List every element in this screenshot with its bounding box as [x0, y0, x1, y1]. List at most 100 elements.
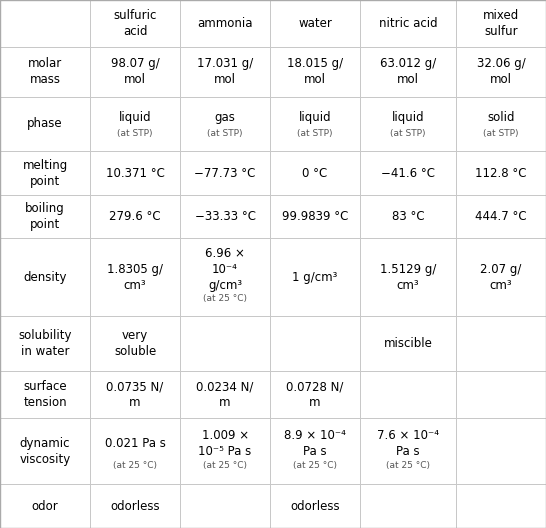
Text: phase: phase — [27, 117, 63, 130]
Bar — [456, 97, 546, 152]
Bar — [456, 371, 546, 418]
Text: (at STP): (at STP) — [298, 129, 333, 138]
Text: 1.009 ×
10⁻⁵ Pa s: 1.009 × 10⁻⁵ Pa s — [198, 429, 252, 458]
Bar — [0, 0, 90, 48]
Text: 8.9 × 10⁻⁴
Pa s: 8.9 × 10⁻⁴ Pa s — [284, 429, 346, 458]
Bar — [360, 48, 456, 97]
Bar — [90, 418, 180, 485]
Text: surface
tension: surface tension — [23, 380, 67, 409]
Bar — [0, 316, 90, 371]
Text: (at STP): (at STP) — [207, 129, 243, 138]
Bar — [180, 485, 270, 528]
Bar — [456, 152, 546, 195]
Bar — [456, 418, 546, 485]
Bar — [0, 152, 90, 195]
Text: 7.6 × 10⁻⁴
Pa s: 7.6 × 10⁻⁴ Pa s — [377, 429, 439, 458]
Text: (at 25 °C): (at 25 °C) — [203, 461, 247, 470]
Text: 10.371 °C: 10.371 °C — [105, 167, 164, 180]
Text: gas: gas — [215, 111, 235, 124]
Text: −33.33 °C: −33.33 °C — [194, 210, 256, 223]
Text: odor: odor — [32, 499, 58, 513]
Bar — [180, 48, 270, 97]
Bar — [180, 239, 270, 316]
Bar — [180, 418, 270, 485]
Bar — [270, 418, 360, 485]
Bar — [180, 316, 270, 371]
Bar — [360, 152, 456, 195]
Text: 1.8305 g/
cm³: 1.8305 g/ cm³ — [107, 263, 163, 292]
Text: 6.96 ×
10⁻⁴
g/cm³: 6.96 × 10⁻⁴ g/cm³ — [205, 247, 245, 292]
Text: 0.0234 N/
m: 0.0234 N/ m — [197, 380, 254, 409]
Text: very
soluble: very soluble — [114, 329, 156, 358]
Bar — [90, 0, 180, 48]
Text: (at 25 °C): (at 25 °C) — [203, 295, 247, 304]
Text: −77.73 °C: −77.73 °C — [194, 167, 256, 180]
Text: molar
mass: molar mass — [28, 58, 62, 87]
Bar — [0, 371, 90, 418]
Bar — [90, 97, 180, 152]
Text: −41.6 °C: −41.6 °C — [381, 167, 435, 180]
Bar — [180, 0, 270, 48]
Text: water: water — [298, 17, 332, 30]
Text: (at 25 °C): (at 25 °C) — [386, 461, 430, 470]
Text: (at STP): (at STP) — [483, 129, 519, 138]
Bar — [360, 195, 456, 239]
Bar — [270, 485, 360, 528]
Text: odorless: odorless — [110, 499, 160, 513]
Text: odorless: odorless — [290, 499, 340, 513]
Bar — [0, 418, 90, 485]
Text: (at STP): (at STP) — [117, 129, 153, 138]
Text: 1.5129 g/
cm³: 1.5129 g/ cm³ — [380, 263, 436, 292]
Bar — [456, 239, 546, 316]
Bar — [90, 316, 180, 371]
Text: 0.021 Pa s: 0.021 Pa s — [105, 437, 165, 450]
Bar — [360, 418, 456, 485]
Bar — [90, 485, 180, 528]
Text: 98.07 g/
mol: 98.07 g/ mol — [111, 58, 159, 87]
Text: 1 g/cm³: 1 g/cm³ — [293, 271, 338, 284]
Text: boiling
point: boiling point — [25, 202, 65, 231]
Text: 279.6 °C: 279.6 °C — [109, 210, 161, 223]
Text: liquid: liquid — [299, 111, 331, 124]
Text: density: density — [23, 271, 67, 284]
Text: ammonia: ammonia — [197, 17, 253, 30]
Text: solid: solid — [487, 111, 515, 124]
Bar — [90, 371, 180, 418]
Bar — [0, 48, 90, 97]
Bar — [360, 239, 456, 316]
Bar — [360, 97, 456, 152]
Text: liquid: liquid — [118, 111, 151, 124]
Text: (at STP): (at STP) — [390, 129, 426, 138]
Text: 0.0735 N/
m: 0.0735 N/ m — [106, 380, 164, 409]
Bar — [270, 48, 360, 97]
Bar — [456, 195, 546, 239]
Bar — [360, 485, 456, 528]
Bar — [270, 0, 360, 48]
Bar — [456, 48, 546, 97]
Bar — [360, 316, 456, 371]
Bar — [360, 0, 456, 48]
Text: solubility
in water: solubility in water — [18, 329, 72, 358]
Text: 83 °C: 83 °C — [391, 210, 424, 223]
Bar — [90, 152, 180, 195]
Text: 112.8 °C: 112.8 °C — [475, 167, 527, 180]
Bar — [0, 97, 90, 152]
Bar — [180, 97, 270, 152]
Bar — [180, 195, 270, 239]
Bar — [270, 316, 360, 371]
Text: 0.0728 N/
m: 0.0728 N/ m — [287, 380, 344, 409]
Text: 99.9839 °C: 99.9839 °C — [282, 210, 348, 223]
Bar — [456, 316, 546, 371]
Bar — [270, 371, 360, 418]
Text: nitric acid: nitric acid — [379, 17, 437, 30]
Bar — [90, 239, 180, 316]
Bar — [90, 48, 180, 97]
Bar — [270, 195, 360, 239]
Text: (at 25 °C): (at 25 °C) — [113, 461, 157, 470]
Text: miscible: miscible — [384, 337, 432, 350]
Text: 0 °C: 0 °C — [302, 167, 328, 180]
Bar — [0, 239, 90, 316]
Bar — [270, 239, 360, 316]
Bar — [90, 195, 180, 239]
Text: 2.07 g/
cm³: 2.07 g/ cm³ — [480, 263, 521, 292]
